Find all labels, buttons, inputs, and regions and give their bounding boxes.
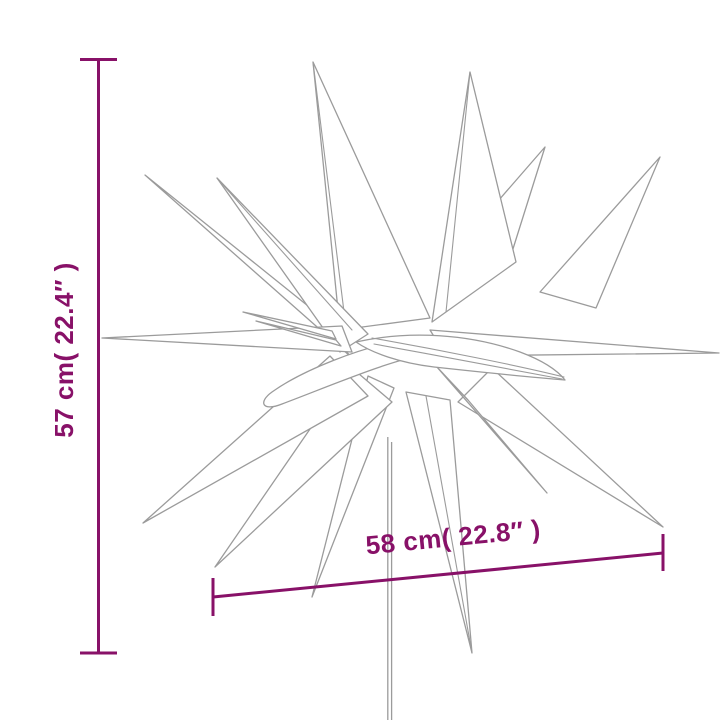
star-spike [101,325,353,353]
star-spike [435,365,548,494]
star-fold-line [373,343,563,380]
star-spike [539,156,661,309]
star-fold-line [425,395,473,654]
star-spike [405,391,473,654]
star-outline [101,61,720,654]
star-spike [311,375,395,598]
star-spike [255,320,342,347]
star-fold-line [216,177,353,331]
width-dimension-line [212,551,664,599]
star-fold-line [312,61,347,329]
star-spike [242,311,337,340]
width-dimension: 58 cm( 22.8″ ) [211,514,665,616]
star-spike [216,177,369,353]
star-spike [312,61,431,331]
height-dimension-label: 57 cm( 22.4″ ) [49,262,79,438]
star-spike [214,367,393,568]
star-fold-line [445,71,471,313]
star-spike [431,71,517,323]
star-spike [457,367,664,528]
height-dimension: 57 cm( 22.4″ ) [49,58,117,655]
star-center-fold [355,334,566,381]
star-fold-line [371,337,565,378]
